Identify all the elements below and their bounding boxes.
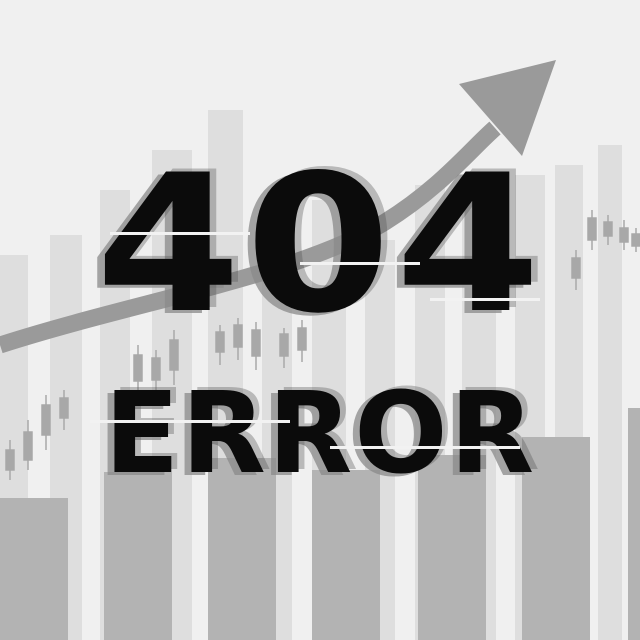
subheadline-error: ERROR ERROR ERROR xyxy=(97,375,539,493)
subheadline-wrap: ERROR ERROR ERROR xyxy=(0,375,640,493)
glitch-scanline xyxy=(300,262,420,265)
background-bars-dark xyxy=(0,408,640,640)
glitch-scanline xyxy=(90,420,290,423)
trend-arrow-icon xyxy=(0,60,556,354)
glitch-scanline xyxy=(110,232,250,235)
headline-wrap: 404 404 404 xyxy=(0,147,640,343)
subheadline-text: ERROR xyxy=(104,369,536,499)
headline-text: 404 xyxy=(95,134,545,355)
glitch-scanline xyxy=(330,446,520,449)
glitch-scanline xyxy=(430,298,540,301)
candlesticks xyxy=(5,210,640,480)
headline-404: 404 404 404 xyxy=(88,147,547,343)
